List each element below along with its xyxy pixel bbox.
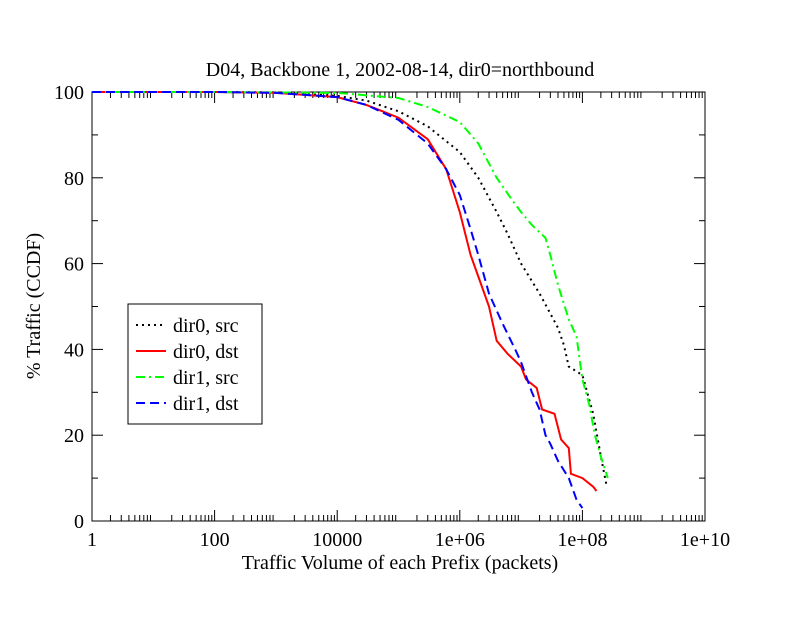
legend-label: dir1, dst [173, 393, 239, 415]
series-lines [92, 91, 609, 509]
y-tick-label: 40 [64, 339, 84, 361]
major-ticks [91, 91, 706, 522]
legend: dir0, src dir0, dst dir1, src dir1, dst [127, 303, 263, 425]
x-tick-label: 10000 [312, 529, 362, 551]
x-tick-label: 1e+06 [435, 529, 485, 551]
legend-label: dir1, src [173, 367, 239, 389]
y-tick-label: 80 [64, 168, 84, 190]
y-tick-label: 100 [54, 82, 84, 104]
x-tick-label: 100 [200, 529, 230, 551]
chart-title: D04, Backbone 1, 2002-08-14, dir0=northb… [206, 59, 594, 81]
legend-label: dir0, dst [173, 341, 239, 363]
series-line-2 [92, 91, 609, 479]
series-line-1 [92, 91, 598, 492]
y-axis-label: % Traffic (CCDF) [23, 233, 45, 379]
y-tick-labels: 0 20 40 60 80 100 [54, 82, 84, 533]
x-tick-labels: 1 100 10000 1e+06 1e+08 1e+10 [87, 529, 730, 551]
y-tick-label: 60 [64, 254, 84, 276]
legend-label: dir0, src [173, 315, 239, 337]
y-tick-label: 20 [64, 425, 84, 447]
series-line-3 [92, 91, 584, 509]
x-tick-label: 1 [87, 529, 97, 551]
y-tick-label: 0 [74, 511, 84, 533]
x-tick-label: 1e+10 [680, 529, 730, 551]
series-line-0 [92, 91, 608, 487]
x-tick-label: 1e+08 [557, 529, 607, 551]
x-axis-label: Traffic Volume of each Prefix (packets) [242, 552, 558, 574]
